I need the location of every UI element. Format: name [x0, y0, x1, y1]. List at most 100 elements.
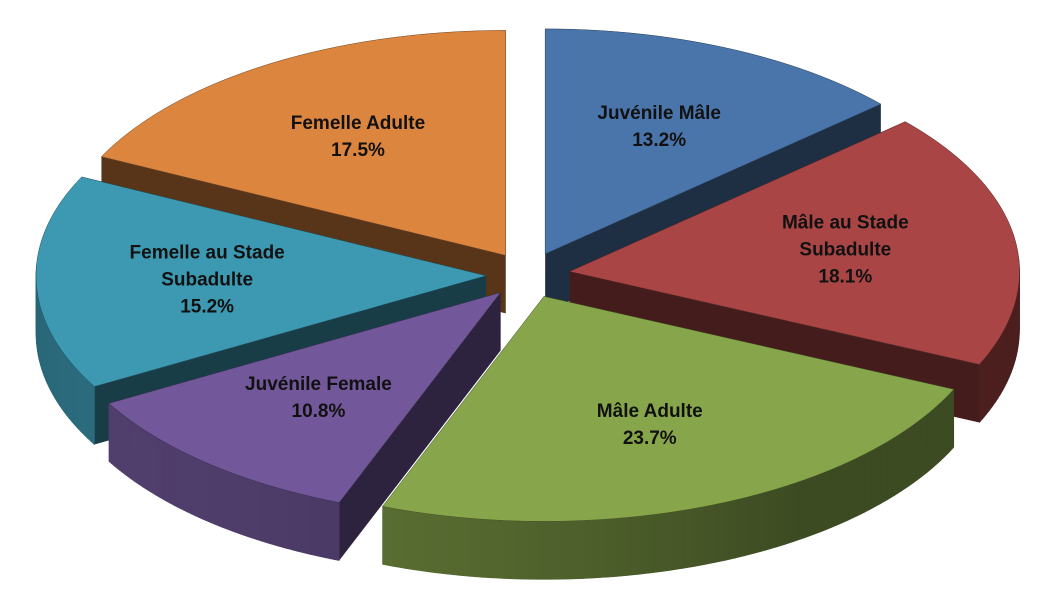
slice-rim [920, 413, 928, 478]
slice-rim [74, 366, 79, 430]
slice-rim [847, 457, 857, 521]
slice-rim [77, 369, 82, 433]
slice-rim [525, 520, 538, 580]
slice-rim [58, 345, 62, 410]
slice-rim [152, 434, 157, 496]
slice-rim [305, 494, 311, 555]
slice-rim [56, 342, 60, 406]
slice-rim [287, 490, 293, 551]
slice-rim [127, 418, 132, 480]
slice-rim [165, 442, 171, 504]
slice-rim [278, 487, 284, 548]
slice-rim [155, 436, 160, 498]
value-label: 10.8% [291, 401, 346, 423]
slice-rim [855, 453, 865, 517]
slice-rim [948, 388, 955, 454]
slice-rim [1004, 323, 1008, 386]
slice-rim [938, 398, 945, 464]
slice-rim [989, 347, 993, 412]
slice-rim [133, 422, 138, 484]
slice-rim [458, 516, 471, 577]
slice-rim [187, 453, 192, 515]
slice-rim [149, 432, 154, 494]
slice-rim [559, 520, 572, 580]
slice-rim [90, 382, 95, 446]
slice-rim [169, 444, 174, 506]
slice-rim [660, 511, 673, 572]
slice-rim [693, 506, 705, 567]
slice-rim [130, 420, 135, 482]
slice-rim [671, 510, 684, 571]
slice-rim [638, 514, 651, 575]
category-label: Mâle Adulte [596, 401, 703, 423]
slice-rim [68, 359, 73, 423]
slice-rim [537, 521, 550, 580]
slice-rim [159, 438, 164, 500]
slice-rim [901, 427, 909, 492]
slice-rim [714, 501, 726, 563]
slice-label: Juvénile Mâle 13.2% [564, 100, 754, 154]
slice-rim [145, 430, 150, 492]
slice-rim [136, 424, 141, 486]
slice-rim [80, 372, 85, 436]
slice-rim [71, 362, 76, 426]
slice-rim [571, 520, 584, 580]
slice [382, 296, 955, 580]
slice-rim [682, 508, 694, 569]
slice-rim [66, 356, 70, 420]
slice-rim [108, 402, 112, 465]
slice-rim [183, 451, 189, 513]
slice-top [35, 176, 488, 387]
value-label: 13.2% [632, 129, 687, 151]
slice-rim [52, 335, 55, 399]
slice-rim [329, 500, 335, 560]
slice-rim [251, 479, 257, 540]
slice-rim [926, 408, 934, 473]
category-label: Mâle au Stade Subadulte [781, 212, 909, 261]
slice-rim [724, 499, 736, 561]
slice-rim [582, 519, 595, 579]
slice-rim [260, 482, 266, 543]
slice-rim [914, 418, 922, 483]
slice-rim [985, 351, 990, 416]
slice-rim [180, 450, 185, 511]
category-label: Juvénile Female [245, 374, 392, 396]
slice-rim [61, 349, 65, 413]
slice-rim [334, 501, 340, 561]
slice-rim [839, 461, 849, 525]
slice-rim [382, 506, 394, 567]
slice-rim [803, 476, 814, 539]
slice-rim [932, 403, 939, 469]
slice-rim [198, 459, 204, 520]
slice-rim [139, 426, 144, 488]
slice-rim [202, 460, 208, 522]
slice-rim [218, 467, 224, 528]
slice-rim [194, 457, 200, 518]
slice-rim [162, 440, 167, 502]
slice-rim [745, 494, 756, 556]
slice-rim [548, 520, 561, 580]
slice-rim [879, 441, 888, 505]
slice-rim [291, 491, 298, 552]
slice-rim [480, 518, 493, 579]
slice-rim [436, 514, 448, 575]
slice-rim [301, 493, 307, 554]
slice-rim [593, 518, 606, 579]
slice-rim [273, 486, 279, 547]
slice-rim [315, 497, 321, 557]
slice-rim [605, 518, 617, 578]
slice-rim [414, 511, 426, 572]
slice-rim [54, 338, 58, 403]
slice-rim [812, 472, 823, 536]
slice-rim [124, 415, 129, 478]
slice-rim [755, 491, 766, 554]
slice-rim [503, 520, 516, 580]
slice-rim [282, 489, 288, 550]
slice-rim [214, 465, 220, 527]
slice-label: Femelle au Stade Subadulte 15.2% [112, 239, 302, 320]
slice-top [108, 292, 502, 503]
slice-rim [871, 445, 881, 509]
slice-top [568, 121, 1020, 365]
slice-rim [1002, 327, 1006, 391]
